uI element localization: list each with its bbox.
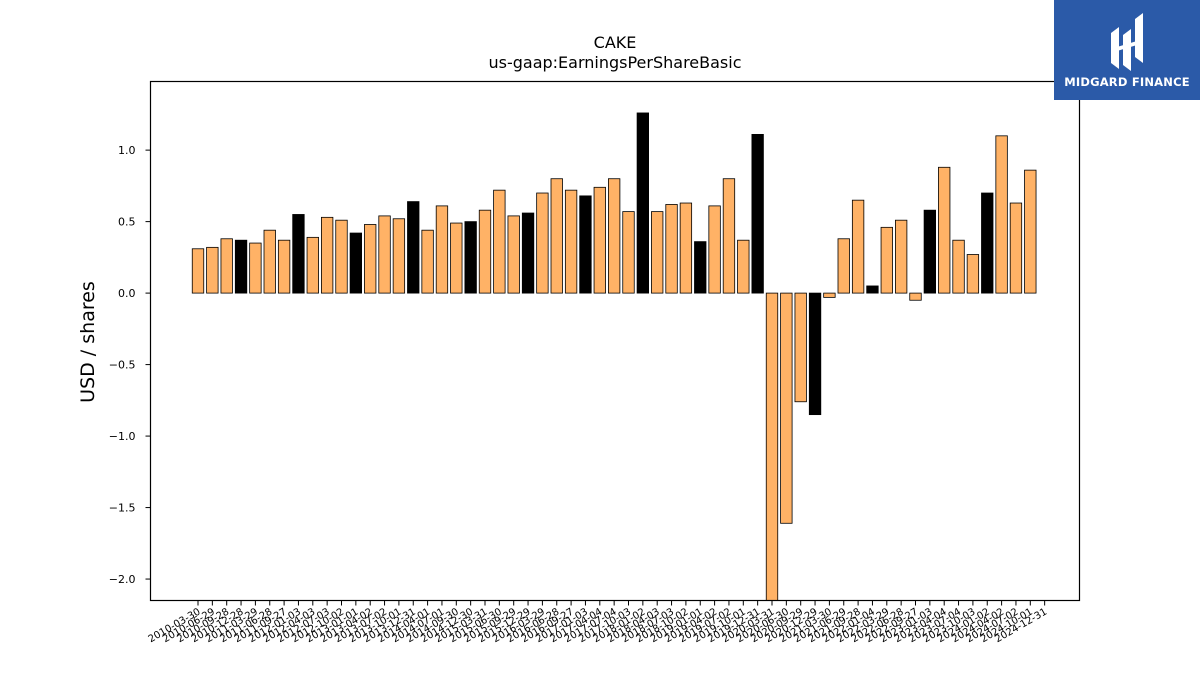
- y-tick-label: 1.0: [118, 144, 136, 157]
- bar-2018-10-02: [679, 202, 693, 294]
- bar-2023-10-03: [966, 254, 980, 294]
- bar-2013-01-01: [349, 232, 363, 294]
- bar-2015-03-31: [478, 209, 492, 294]
- bar-2019-01-01: [694, 241, 707, 294]
- bar-2015-12-29: [521, 212, 535, 294]
- y-tick-label: −0.5: [109, 359, 136, 372]
- bar-2024-10-01: [1024, 169, 1037, 294]
- bar-2021-09-28: [851, 199, 865, 294]
- bar-2013-12-31: [407, 201, 420, 294]
- bar-2023-04-04: [938, 166, 951, 294]
- bar-2023-07-04: [952, 239, 965, 294]
- x-axis: 2010-03-302010-06-292010-09-282010-12-28…: [147, 600, 1049, 645]
- bar-2022-06-28: [895, 219, 908, 294]
- bar-2011-09-27: [277, 239, 291, 294]
- bar-2014-07-01: [435, 205, 449, 294]
- bar-2011-03-29: [249, 242, 262, 294]
- bar-2015-06-30: [493, 189, 506, 294]
- bar-2010-12-28: [234, 239, 248, 294]
- midgard-logo-icon: [1111, 13, 1143, 71]
- bar-2017-10-03: [622, 211, 635, 294]
- bar-2024-04-02: [995, 135, 1008, 294]
- bar-2016-03-29: [536, 192, 549, 294]
- bar-2019-12-31: [751, 133, 764, 294]
- y-tick-label: 0.5: [118, 216, 136, 229]
- bar-2012-10-02: [335, 219, 348, 294]
- bar-2011-06-28: [263, 229, 276, 294]
- bar-2013-10-01: [392, 218, 406, 294]
- bar-2016-06-28: [550, 178, 563, 294]
- y-tick-label: −2.0: [109, 573, 136, 586]
- bar-2021-06-29: [837, 238, 850, 294]
- bar-2018-01-02: [636, 112, 649, 294]
- bar-2016-09-27: [564, 189, 578, 294]
- bar-2018-07-03: [665, 204, 678, 294]
- bar-2020-03-31: [765, 292, 779, 601]
- y-tick-label: −1.0: [109, 430, 136, 443]
- y-axis: −2.0 −1.5 −1.0 −0.5 0.0 0.5 1.0: [109, 144, 151, 586]
- bar-2017-04-04: [593, 186, 606, 294]
- bar-2012-01-03: [292, 214, 305, 294]
- bar-2010-03-30: [191, 248, 205, 294]
- bar-2014-04-01: [421, 229, 434, 294]
- bar-2020-06-30: [780, 292, 793, 524]
- bar-2020-09-29: [794, 292, 807, 403]
- bar-2012-07-03: [320, 216, 334, 294]
- bars-group: [191, 112, 1037, 601]
- bar-2019-04-02: [708, 205, 721, 294]
- bar-2022-09-27: [909, 292, 922, 301]
- bar-2015-09-29: [507, 215, 520, 294]
- bar-2010-09-28: [220, 238, 233, 294]
- plot-frame: [149, 80, 1081, 602]
- bar-2017-01-03: [579, 195, 592, 294]
- bar-2012-04-03: [306, 236, 319, 294]
- brand-name: MIDGARD FINANCE: [1064, 75, 1190, 89]
- bar-2010-06-29: [206, 246, 219, 294]
- bar-2018-04-03: [651, 211, 664, 294]
- brand-logo: MIDGARD FINANCE: [1054, 0, 1200, 100]
- bar-2022-03-29: [880, 226, 893, 294]
- y-tick-label: −1.5: [109, 502, 136, 515]
- bar-2019-10-01: [737, 239, 750, 294]
- bar-2021-03-30: [823, 292, 836, 298]
- bar-2017-07-04: [608, 178, 621, 294]
- chart-title: CAKE: [594, 33, 637, 52]
- bar-2013-04-02: [364, 224, 377, 294]
- bar-2020-12-29: [808, 292, 822, 416]
- bar-2014-09-30: [450, 222, 463, 294]
- bar-2023-01-03: [923, 209, 936, 294]
- y-tick-label: 0.0: [118, 287, 136, 300]
- bar-2019-07-02: [722, 178, 736, 294]
- bar-2024-01-02: [981, 192, 994, 294]
- bar-2024-07-02: [1009, 202, 1023, 294]
- bar-2013-07-02: [378, 215, 391, 294]
- y-axis-label: USD / shares: [77, 281, 99, 403]
- chart-subtitle: us-gaap:EarningsPerShareBasic: [488, 53, 741, 72]
- bar-2014-12-30: [464, 221, 477, 294]
- bar-2022-01-04: [866, 285, 879, 294]
